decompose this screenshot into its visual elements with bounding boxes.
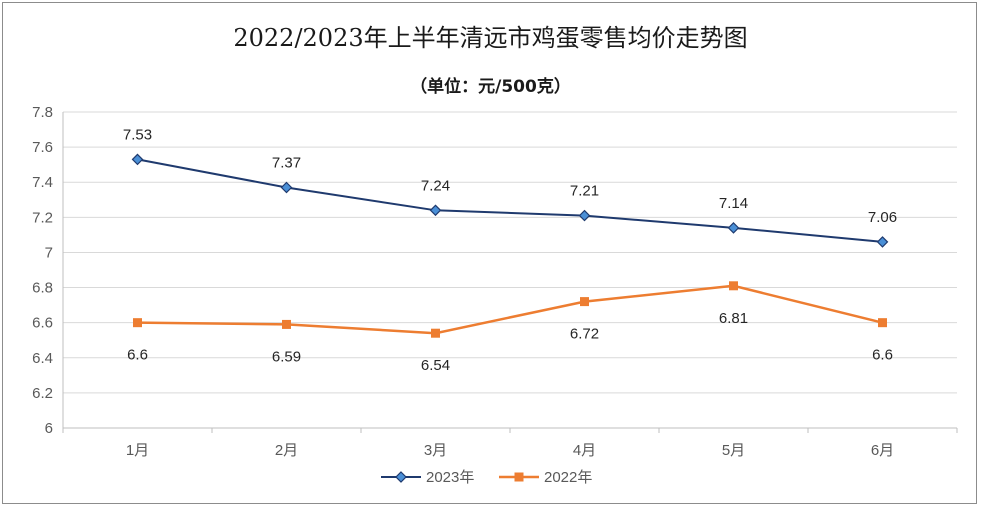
x-tick-label: 5月: [722, 442, 745, 459]
data-label: 7.53: [123, 126, 152, 143]
data-point-diamond: [131, 153, 144, 166]
data-label: 6.54: [421, 357, 450, 374]
x-tick-label: 2月: [275, 442, 298, 459]
y-tick-label: 6: [45, 420, 53, 437]
data-point-diamond: [280, 181, 293, 194]
data-label: 7.24: [421, 177, 450, 194]
data-point-diamond: [429, 204, 442, 217]
series-line: [137, 284, 883, 335]
series-line: [137, 158, 883, 243]
y-tick-label: 7.6: [32, 139, 53, 156]
data-label: 6.6: [872, 347, 893, 364]
y-tick-label: 6.4: [32, 350, 53, 367]
data-point-square: [878, 318, 887, 328]
y-tick-label: 6.6: [32, 315, 53, 332]
data-label: 6.6: [127, 347, 148, 364]
data-label: 6.81: [719, 310, 748, 327]
data-label: 7.14: [719, 195, 748, 212]
data-point-square: [133, 318, 142, 328]
data-label: 6.72: [570, 326, 599, 343]
data-point-square: [282, 319, 291, 329]
legend-label: 2022年: [544, 469, 592, 486]
y-tick-label: 6.2: [32, 385, 53, 402]
y-tick-label: 7.4: [32, 174, 53, 191]
data-label: 6.59: [272, 348, 301, 365]
legend-diamond-icon: [395, 471, 407, 483]
y-tick-label: 7.2: [32, 209, 53, 226]
x-tick-label: 4月: [573, 442, 596, 459]
y-tick-label: 7.8: [32, 104, 53, 121]
x-tick-label: 6月: [871, 442, 894, 459]
data-point-diamond: [578, 209, 591, 222]
chart-subtitle: （单位：元/500克）: [410, 77, 571, 97]
x-tick-label: 1月: [126, 442, 149, 459]
y-tick-label: 6.8: [32, 280, 53, 297]
chart-title: 2022/2023年上半年清远市鸡蛋零售均价走势图: [233, 24, 748, 52]
data-point-square: [431, 328, 440, 338]
data-label: 7.21: [570, 183, 599, 200]
y-tick-label: 7: [45, 244, 53, 261]
data-label: 7.37: [272, 154, 301, 171]
legend-square-icon: [514, 472, 524, 482]
data-label: 7.06: [868, 209, 897, 226]
data-point-diamond: [876, 236, 889, 248]
x-tick-label: 3月: [424, 442, 447, 459]
legend-label: 2023年: [426, 469, 474, 486]
data-point-square: [729, 281, 738, 291]
data-point-diamond: [727, 222, 740, 234]
data-point-square: [580, 297, 589, 307]
